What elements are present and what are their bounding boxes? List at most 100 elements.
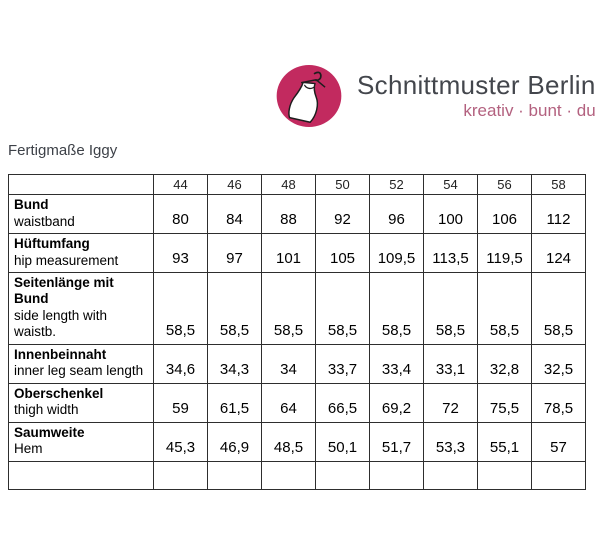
measure-value-cell: 50,1 <box>315 421 370 462</box>
measure-value-cell: 34,6 <box>153 343 208 384</box>
measure-value-cell: 61,5 <box>207 382 262 423</box>
measure-value-cell: 105 <box>315 233 370 273</box>
measure-value-cell: 84 <box>207 194 262 234</box>
measure-value-cell: 96 <box>369 194 424 234</box>
measure-value-cell: 119,5 <box>477 233 532 273</box>
brand-name: Schnittmuster Berlin <box>357 70 596 100</box>
measure-label-cell: Seitenlänge mit Bund side length with wai… <box>8 272 154 345</box>
measure-value-cell: 100 <box>423 194 478 234</box>
measure-value-cell: 33,7 <box>315 343 370 384</box>
measure-row: Seitenlänge mit Bund side length with wai… <box>8 272 586 345</box>
measure-label-en: waistband <box>14 213 75 229</box>
measure-value-cell: 58,5 <box>261 272 316 345</box>
measure-row: Innenbeinnaht inner leg seam length 34,6 34… <box>8 343 586 384</box>
size-table-body: Bund waistband 80 84 88 92 96 100 106 112 Hüftumfa… <box>8 194 586 490</box>
brand-text-block: Schnittmuster Berlin kreativ · bunt · du <box>357 60 596 121</box>
size-header-cell: 56 <box>477 174 532 195</box>
measure-value-cell: 106 <box>477 194 532 234</box>
measure-label-de: Hüftumfang <box>14 236 90 252</box>
measure-value-cell: 57 <box>531 421 586 462</box>
empty-cell <box>531 460 586 490</box>
measure-value-cell: 34 <box>261 343 316 384</box>
measure-value-cell: 32,5 <box>531 343 586 384</box>
size-header-cell: 54 <box>423 174 478 195</box>
measure-value-cell: 101 <box>261 233 316 273</box>
measure-label-en: inner leg seam length <box>14 363 144 379</box>
measure-label-de: Saumweite <box>14 424 85 440</box>
page-title: Fertigmaße Iggy <box>8 142 118 159</box>
measure-row: Hüftumfang hip measurement 93 97 101 105 109,5… <box>8 233 586 273</box>
brand-tagline: kreativ · bunt · du <box>463 101 596 121</box>
size-header-cell: 50 <box>315 174 370 195</box>
measure-value-cell: 51,7 <box>369 421 424 462</box>
empty-cell <box>261 460 316 490</box>
measure-row: Saumweite Hem 45,3 46,9 48,5 50,1 51,7 53,3 55,1… <box>8 421 586 462</box>
measure-value-cell: 72 <box>423 382 478 423</box>
measure-value-cell: 64 <box>261 382 316 423</box>
measure-value-cell: 78,5 <box>531 382 586 423</box>
brand-header: Schnittmuster Berlin kreativ · bunt · du <box>276 60 596 128</box>
empty-cell <box>423 460 478 490</box>
measure-value-cell: 58,5 <box>315 272 370 345</box>
measure-label-cell: Hüftumfang hip measurement <box>8 233 154 273</box>
measure-label-cell: Saumweite Hem <box>8 421 154 462</box>
empty-cell <box>8 460 154 490</box>
measure-label-en: side length with waistb. <box>14 307 108 340</box>
measure-value-cell: 80 <box>153 194 208 234</box>
measure-value-cell: 32,8 <box>477 343 532 384</box>
measure-value-cell: 66,5 <box>315 382 370 423</box>
measure-value-cell: 33,4 <box>369 343 424 384</box>
measure-value-cell: 112 <box>531 194 586 234</box>
measure-value-cell: 59 <box>153 382 208 423</box>
empty-row <box>8 460 586 490</box>
measure-value-cell: 58,5 <box>153 272 208 345</box>
size-header-cell: 52 <box>369 174 424 195</box>
measure-value-cell: 93 <box>153 233 208 273</box>
measure-value-cell: 45,3 <box>153 421 208 462</box>
measure-value-cell: 113,5 <box>423 233 478 273</box>
measure-value-cell: 92 <box>315 194 370 234</box>
size-header-cell: 58 <box>531 174 586 195</box>
measure-value-cell: 58,5 <box>369 272 424 345</box>
measure-label-en: thigh width <box>14 402 79 418</box>
empty-cell <box>477 460 532 490</box>
measure-value-cell: 109,5 <box>369 233 424 273</box>
measure-value-cell: 53,3 <box>423 421 478 462</box>
measure-value-cell: 58,5 <box>477 272 532 345</box>
measure-value-cell: 33,1 <box>423 343 478 384</box>
measure-value-cell: 69,2 <box>369 382 424 423</box>
size-table: 44 46 48 50 52 54 56 58 Bund waistband 80 84 88 92 96… <box>8 174 586 490</box>
measure-label-cell: Bund waistband <box>8 194 154 234</box>
measure-value-cell: 55,1 <box>477 421 532 462</box>
corner-cell <box>8 174 154 195</box>
measure-label-cell: Oberschenkel thigh width <box>8 382 154 423</box>
measure-label-de: Innenbeinnaht <box>14 346 107 362</box>
measure-value-cell: 58,5 <box>531 272 586 345</box>
measure-value-cell: 46,9 <box>207 421 262 462</box>
size-header-row: 44 46 48 50 52 54 56 58 <box>8 174 586 195</box>
measure-value-cell: 88 <box>261 194 316 234</box>
measure-label-cell: Innenbeinnaht inner leg seam length <box>8 343 154 384</box>
measure-label-en: hip measurement <box>14 252 119 268</box>
measure-value-cell: 34,3 <box>207 343 262 384</box>
size-table-head: 44 46 48 50 52 54 56 58 <box>8 174 586 195</box>
measure-value-cell: 58,5 <box>207 272 262 345</box>
dress-on-hanger-icon <box>276 64 342 128</box>
measure-row: Oberschenkel thigh width 59 61,5 64 66,5 69,2 7… <box>8 382 586 423</box>
measure-value-cell: 97 <box>207 233 262 273</box>
empty-cell <box>153 460 208 490</box>
measure-value-cell: 75,5 <box>477 382 532 423</box>
measure-label-de: Bund <box>14 197 49 213</box>
measure-row: Bund waistband 80 84 88 92 96 100 106 112 <box>8 194 586 234</box>
size-header-cell: 46 <box>207 174 262 195</box>
measure-label-en: Hem <box>14 441 43 457</box>
measure-value-cell: 124 <box>531 233 586 273</box>
measure-value-cell: 48,5 <box>261 421 316 462</box>
empty-cell <box>315 460 370 490</box>
size-header-cell: 44 <box>153 174 208 195</box>
empty-cell <box>207 460 262 490</box>
measure-label-de: Seitenlänge mit Bund <box>14 275 114 307</box>
measure-label-de: Oberschenkel <box>14 385 104 401</box>
size-header-cell: 48 <box>261 174 316 195</box>
empty-cell <box>369 460 424 490</box>
